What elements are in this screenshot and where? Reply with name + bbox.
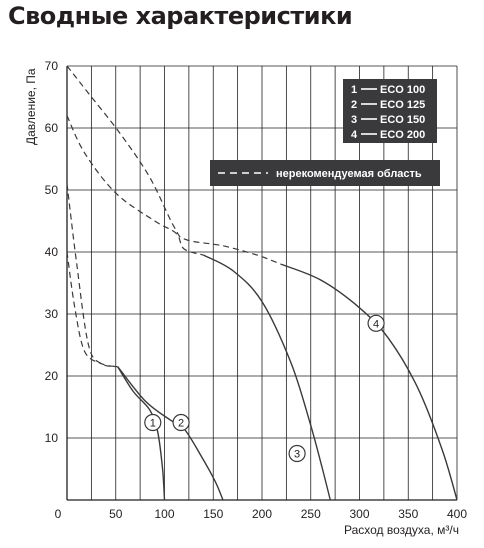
axis-ticks: 0 50 100 150 200 250 300 350 400 10 20 30 40 50 60 70	[45, 59, 468, 521]
not-recommended-label: нерекомендуемая область	[276, 168, 422, 180]
series-line-dashed	[66, 183, 118, 368]
y-tick-label: 60	[45, 121, 59, 135]
series-line-dashed	[66, 65, 282, 265]
series-markers: 1 2 3 4	[144, 314, 385, 463]
y-tick-label: 30	[45, 307, 59, 321]
y-tick-label: 50	[45, 183, 59, 197]
legend-number: 2	[351, 99, 357, 111]
x-tick-label: 100	[154, 507, 174, 521]
series-line-dashed	[66, 251, 118, 368]
x-tick-label: 250	[301, 507, 321, 521]
series-marker-1: 1	[144, 413, 162, 432]
series-line-solid	[117, 366, 166, 501]
legend-series-name: ECO 150	[380, 114, 425, 126]
marker-number: 4	[373, 318, 379, 330]
legend-number: 4	[351, 129, 358, 141]
marker-number: 2	[178, 418, 184, 430]
legend-series-name: ECO 200	[380, 129, 425, 141]
series-eco-3	[66, 115, 331, 501]
legend-number: 3	[351, 114, 357, 126]
x-tick-label: 0	[55, 507, 62, 521]
x-tick-label: 400	[447, 507, 467, 521]
x-axis-label: Расход воздуха, м³/ч	[344, 523, 459, 537]
series-marker-4: 4	[367, 314, 385, 332]
x-tick-label: 200	[252, 507, 272, 521]
page-title: Сводные характеристики	[8, 2, 353, 30]
marker-number: 3	[294, 449, 300, 461]
series-line-dashed	[66, 115, 204, 256]
legend-box: 1 ECO 100 2 ECO 125 3 ECO 150 4 ECO 200	[343, 79, 437, 143]
y-tick-label: 40	[45, 245, 59, 259]
series-marker-2: 2	[172, 413, 190, 432]
y-axis-label: Давление, Па	[24, 68, 38, 145]
marker-circle	[172, 413, 190, 432]
legend-series-name: ECO 100	[380, 84, 425, 96]
legend-series-name: ECO 125	[380, 99, 425, 111]
series-marker-3: 3	[288, 444, 306, 463]
y-tick-label: 20	[45, 369, 59, 383]
x-tick-label: 150	[203, 507, 223, 521]
marker-circle	[288, 444, 306, 463]
marker-circle	[144, 413, 162, 432]
series-line-solid	[203, 254, 331, 501]
x-tick-label: 50	[109, 507, 123, 521]
series-eco-4	[66, 65, 458, 501]
x-tick-label: 300	[349, 507, 369, 521]
y-tick-label: 10	[45, 431, 59, 445]
marker-number: 1	[150, 418, 156, 430]
marker-circle	[367, 314, 385, 332]
x-tick-label: 350	[398, 507, 418, 521]
not-recommended-key: нерекомендуемая область	[210, 160, 440, 186]
series-line-solid	[117, 366, 224, 501]
y-tick-label: 70	[45, 59, 59, 73]
legend-number: 1	[351, 84, 357, 96]
series-line-solid	[281, 263, 458, 501]
